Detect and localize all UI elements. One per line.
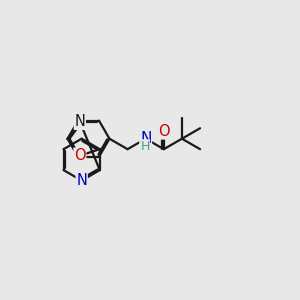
Text: N: N <box>76 173 87 188</box>
Text: N: N <box>74 114 85 129</box>
Text: N: N <box>140 131 152 146</box>
Text: H: H <box>140 140 150 153</box>
Text: O: O <box>158 124 169 139</box>
Text: O: O <box>74 148 86 163</box>
